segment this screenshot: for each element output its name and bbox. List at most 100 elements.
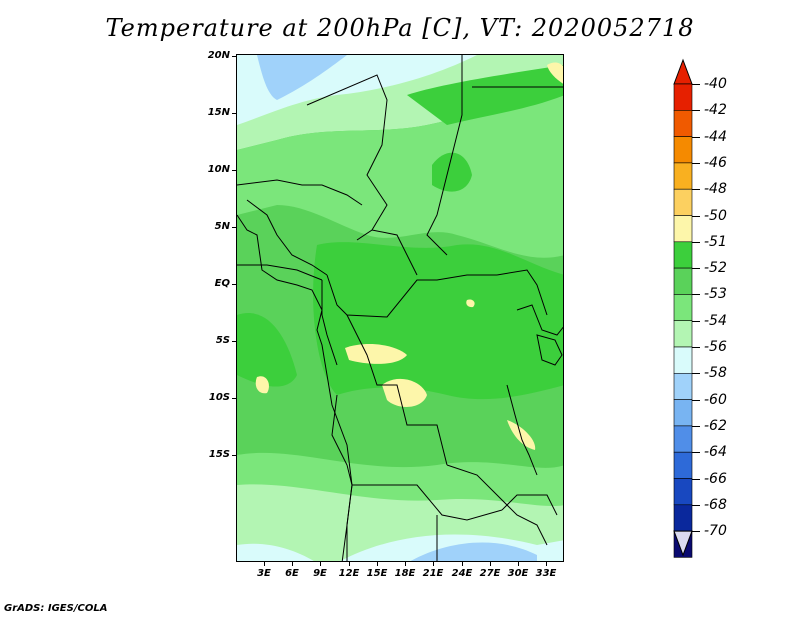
colorbar-swatch bbox=[673, 162, 693, 190]
colorbar-swatch bbox=[673, 136, 693, 164]
chart-title: Temperature at 200hPa [C], VT: 202005271… bbox=[105, 14, 695, 42]
colorbar-swatch bbox=[673, 504, 693, 532]
colorbar-swatch bbox=[673, 83, 693, 111]
colorbar-swatch bbox=[673, 451, 693, 479]
lon-label-12e: 12E bbox=[338, 568, 360, 579]
colorbar-tick bbox=[692, 84, 700, 85]
lon-tick bbox=[320, 562, 321, 566]
lon-label-3e: 3E bbox=[257, 568, 271, 579]
colorbar-label: -58 bbox=[704, 365, 727, 382]
country-borders bbox=[237, 55, 563, 561]
lat-tick bbox=[232, 398, 236, 399]
colorbar-swatch bbox=[673, 346, 693, 374]
lon-tick bbox=[377, 562, 378, 566]
colorbar-label: -66 bbox=[704, 470, 727, 487]
colorbar-swatch bbox=[673, 294, 693, 321]
colorbar-label: -70 bbox=[704, 523, 727, 540]
colorbar-label: -44 bbox=[704, 128, 727, 145]
lon-tick bbox=[264, 562, 265, 566]
colorbar-label: -51 bbox=[704, 233, 727, 250]
colorbar-tick bbox=[692, 373, 700, 375]
lat-label-20n: 20N bbox=[207, 50, 230, 61]
colorbar-swatch bbox=[673, 109, 693, 137]
colorbar-tick bbox=[692, 452, 700, 454]
colorbar-tick bbox=[692, 399, 700, 401]
colorbar-swatch bbox=[673, 267, 693, 295]
lon-label-33e: 33E bbox=[535, 568, 557, 579]
colorbar-label: -50 bbox=[704, 207, 727, 224]
field-region-south-58 bbox=[410, 542, 537, 561]
colorbar-blocks bbox=[673, 58, 693, 558]
colorbar-tick bbox=[692, 110, 700, 112]
colorbar-tick bbox=[692, 215, 700, 217]
field-patch-50-c bbox=[255, 376, 269, 394]
lon-tick bbox=[405, 562, 406, 566]
colorbar-tick bbox=[692, 162, 700, 164]
colorbar-tick bbox=[692, 478, 700, 480]
lon-tick bbox=[490, 562, 491, 566]
field-region-central-53 bbox=[237, 85, 563, 258]
colorbar bbox=[673, 58, 693, 558]
map-panel bbox=[236, 54, 564, 562]
lat-label-5s: 5S bbox=[215, 335, 230, 346]
colorbar-tick bbox=[692, 425, 700, 427]
colorbar-swatch bbox=[673, 215, 693, 243]
lon-tick bbox=[433, 562, 434, 566]
field-patch-sudan-51 bbox=[432, 152, 472, 192]
lat-tick bbox=[232, 113, 236, 114]
lon-tick bbox=[546, 562, 547, 566]
field-patch-ne-51 bbox=[407, 65, 563, 125]
field-region-north-58 bbox=[257, 55, 347, 100]
field-patch-50-f bbox=[547, 62, 563, 84]
colorbar-label: -56 bbox=[704, 339, 727, 355]
colorbar-tick bbox=[692, 504, 700, 506]
colorbar-tick bbox=[692, 320, 700, 322]
lon-tick bbox=[518, 562, 519, 566]
field-patch-50-b bbox=[382, 378, 427, 407]
lon-label-30e: 30E bbox=[507, 568, 529, 579]
colorbar-swatch bbox=[673, 425, 693, 453]
colorbar-label: -54 bbox=[704, 312, 727, 329]
colorbar-tick bbox=[692, 136, 700, 138]
colorbar-label: -42 bbox=[704, 102, 727, 119]
colorbar-label: -46 bbox=[704, 154, 727, 171]
grads-credit: GrADS: IGES/COLA bbox=[4, 603, 108, 614]
lat-tick bbox=[232, 284, 236, 285]
field-patch-central-51 bbox=[313, 242, 563, 400]
colorbar-tick bbox=[692, 241, 700, 243]
colorbar-tick bbox=[692, 189, 700, 191]
colorbar-swatch bbox=[673, 241, 693, 269]
lon-tick bbox=[349, 562, 350, 566]
lat-tick bbox=[232, 341, 236, 342]
lon-label-15e: 15E bbox=[366, 568, 388, 579]
lat-label-15n: 15N bbox=[207, 107, 230, 118]
colorbar-tick bbox=[692, 294, 700, 296]
lat-tick bbox=[232, 227, 236, 228]
lon-label-24e: 24E bbox=[451, 568, 473, 579]
lat-tick bbox=[232, 455, 236, 456]
colorbar-swatch bbox=[673, 372, 693, 400]
lat-tick bbox=[232, 170, 236, 171]
field-patch-west-51 bbox=[237, 313, 297, 387]
colorbar-label: -68 bbox=[704, 496, 727, 513]
colorbar-label: -53 bbox=[704, 286, 727, 303]
temperature-field-map bbox=[237, 55, 563, 561]
field-region-sw-56 bbox=[237, 543, 314, 561]
colorbar-swatch bbox=[673, 399, 693, 427]
colorbar-label: -52 bbox=[704, 260, 727, 277]
colorbar-tick bbox=[692, 347, 700, 348]
lat-label-15s: 15S bbox=[208, 449, 230, 460]
colorbar-label: -60 bbox=[704, 391, 727, 408]
lon-label-21e: 21E bbox=[422, 568, 444, 579]
lon-tick bbox=[292, 562, 293, 566]
colorbar-swatch bbox=[673, 320, 693, 348]
field-patch-50-a bbox=[345, 344, 407, 364]
colorbar-label: -64 bbox=[704, 444, 727, 461]
lon-label-9e: 9E bbox=[313, 568, 327, 579]
colorbar-label: -40 bbox=[704, 76, 727, 92]
field-patch-50-e bbox=[466, 299, 475, 308]
colorbar-label: -48 bbox=[704, 181, 727, 198]
lon-label-27e: 27E bbox=[479, 568, 501, 579]
colorbar-swatch bbox=[673, 478, 693, 506]
colorbar-swatch bbox=[673, 188, 693, 216]
